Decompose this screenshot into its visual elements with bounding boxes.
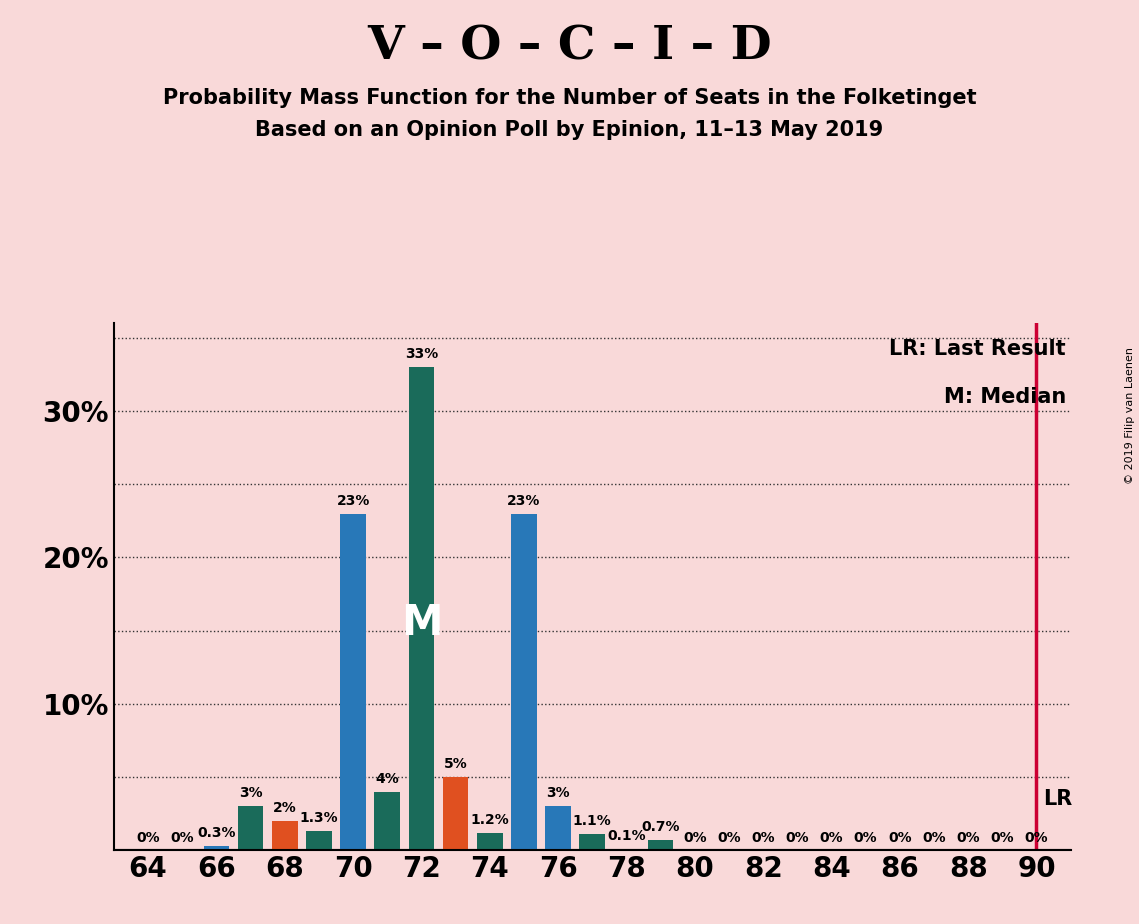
- Text: 0%: 0%: [683, 831, 706, 845]
- Text: 23%: 23%: [336, 493, 370, 508]
- Bar: [341, 514, 366, 850]
- Text: 5%: 5%: [444, 757, 467, 771]
- Text: 0%: 0%: [888, 831, 911, 845]
- Text: 23%: 23%: [507, 493, 541, 508]
- Bar: [511, 514, 536, 850]
- Text: 0%: 0%: [957, 831, 980, 845]
- Text: 0%: 0%: [1025, 831, 1048, 845]
- Text: M: Median: M: Median: [943, 386, 1066, 407]
- Bar: [546, 806, 571, 850]
- Text: 2%: 2%: [273, 801, 296, 815]
- Bar: [409, 368, 434, 850]
- Text: 0%: 0%: [991, 831, 1014, 845]
- Text: 1.2%: 1.2%: [470, 813, 509, 827]
- Text: LR: Last Result: LR: Last Result: [890, 339, 1066, 359]
- Bar: [580, 834, 605, 850]
- Text: 0%: 0%: [752, 831, 775, 845]
- Text: 0%: 0%: [171, 831, 194, 845]
- Text: 0%: 0%: [718, 831, 740, 845]
- Text: 0%: 0%: [820, 831, 843, 845]
- Text: 1.3%: 1.3%: [300, 811, 338, 825]
- Text: 0%: 0%: [923, 831, 945, 845]
- Text: 33%: 33%: [404, 347, 439, 361]
- Bar: [306, 831, 331, 850]
- Text: LR: LR: [1043, 789, 1073, 808]
- Text: M: M: [401, 602, 442, 644]
- Text: 3%: 3%: [239, 786, 262, 800]
- Text: Probability Mass Function for the Number of Seats in the Folketinget: Probability Mass Function for the Number…: [163, 88, 976, 108]
- Text: 0%: 0%: [137, 831, 159, 845]
- Text: 1.1%: 1.1%: [573, 814, 612, 828]
- Text: 0%: 0%: [786, 831, 809, 845]
- Bar: [204, 845, 229, 850]
- Bar: [614, 848, 639, 850]
- Bar: [477, 833, 502, 850]
- Text: 0%: 0%: [854, 831, 877, 845]
- Text: V – O – C – I – D: V – O – C – I – D: [367, 23, 772, 69]
- Text: Based on an Opinion Poll by Epinion, 11–13 May 2019: Based on an Opinion Poll by Epinion, 11–…: [255, 120, 884, 140]
- Text: 0.7%: 0.7%: [641, 820, 680, 834]
- Bar: [272, 821, 297, 850]
- Bar: [375, 792, 400, 850]
- Text: © 2019 Filip van Laenen: © 2019 Filip van Laenen: [1125, 347, 1134, 484]
- Bar: [648, 840, 673, 850]
- Bar: [238, 806, 263, 850]
- Text: 0.1%: 0.1%: [607, 829, 646, 843]
- Text: 3%: 3%: [547, 786, 570, 800]
- Bar: [443, 777, 468, 850]
- Text: 4%: 4%: [376, 772, 399, 785]
- Text: 0.3%: 0.3%: [197, 826, 236, 840]
